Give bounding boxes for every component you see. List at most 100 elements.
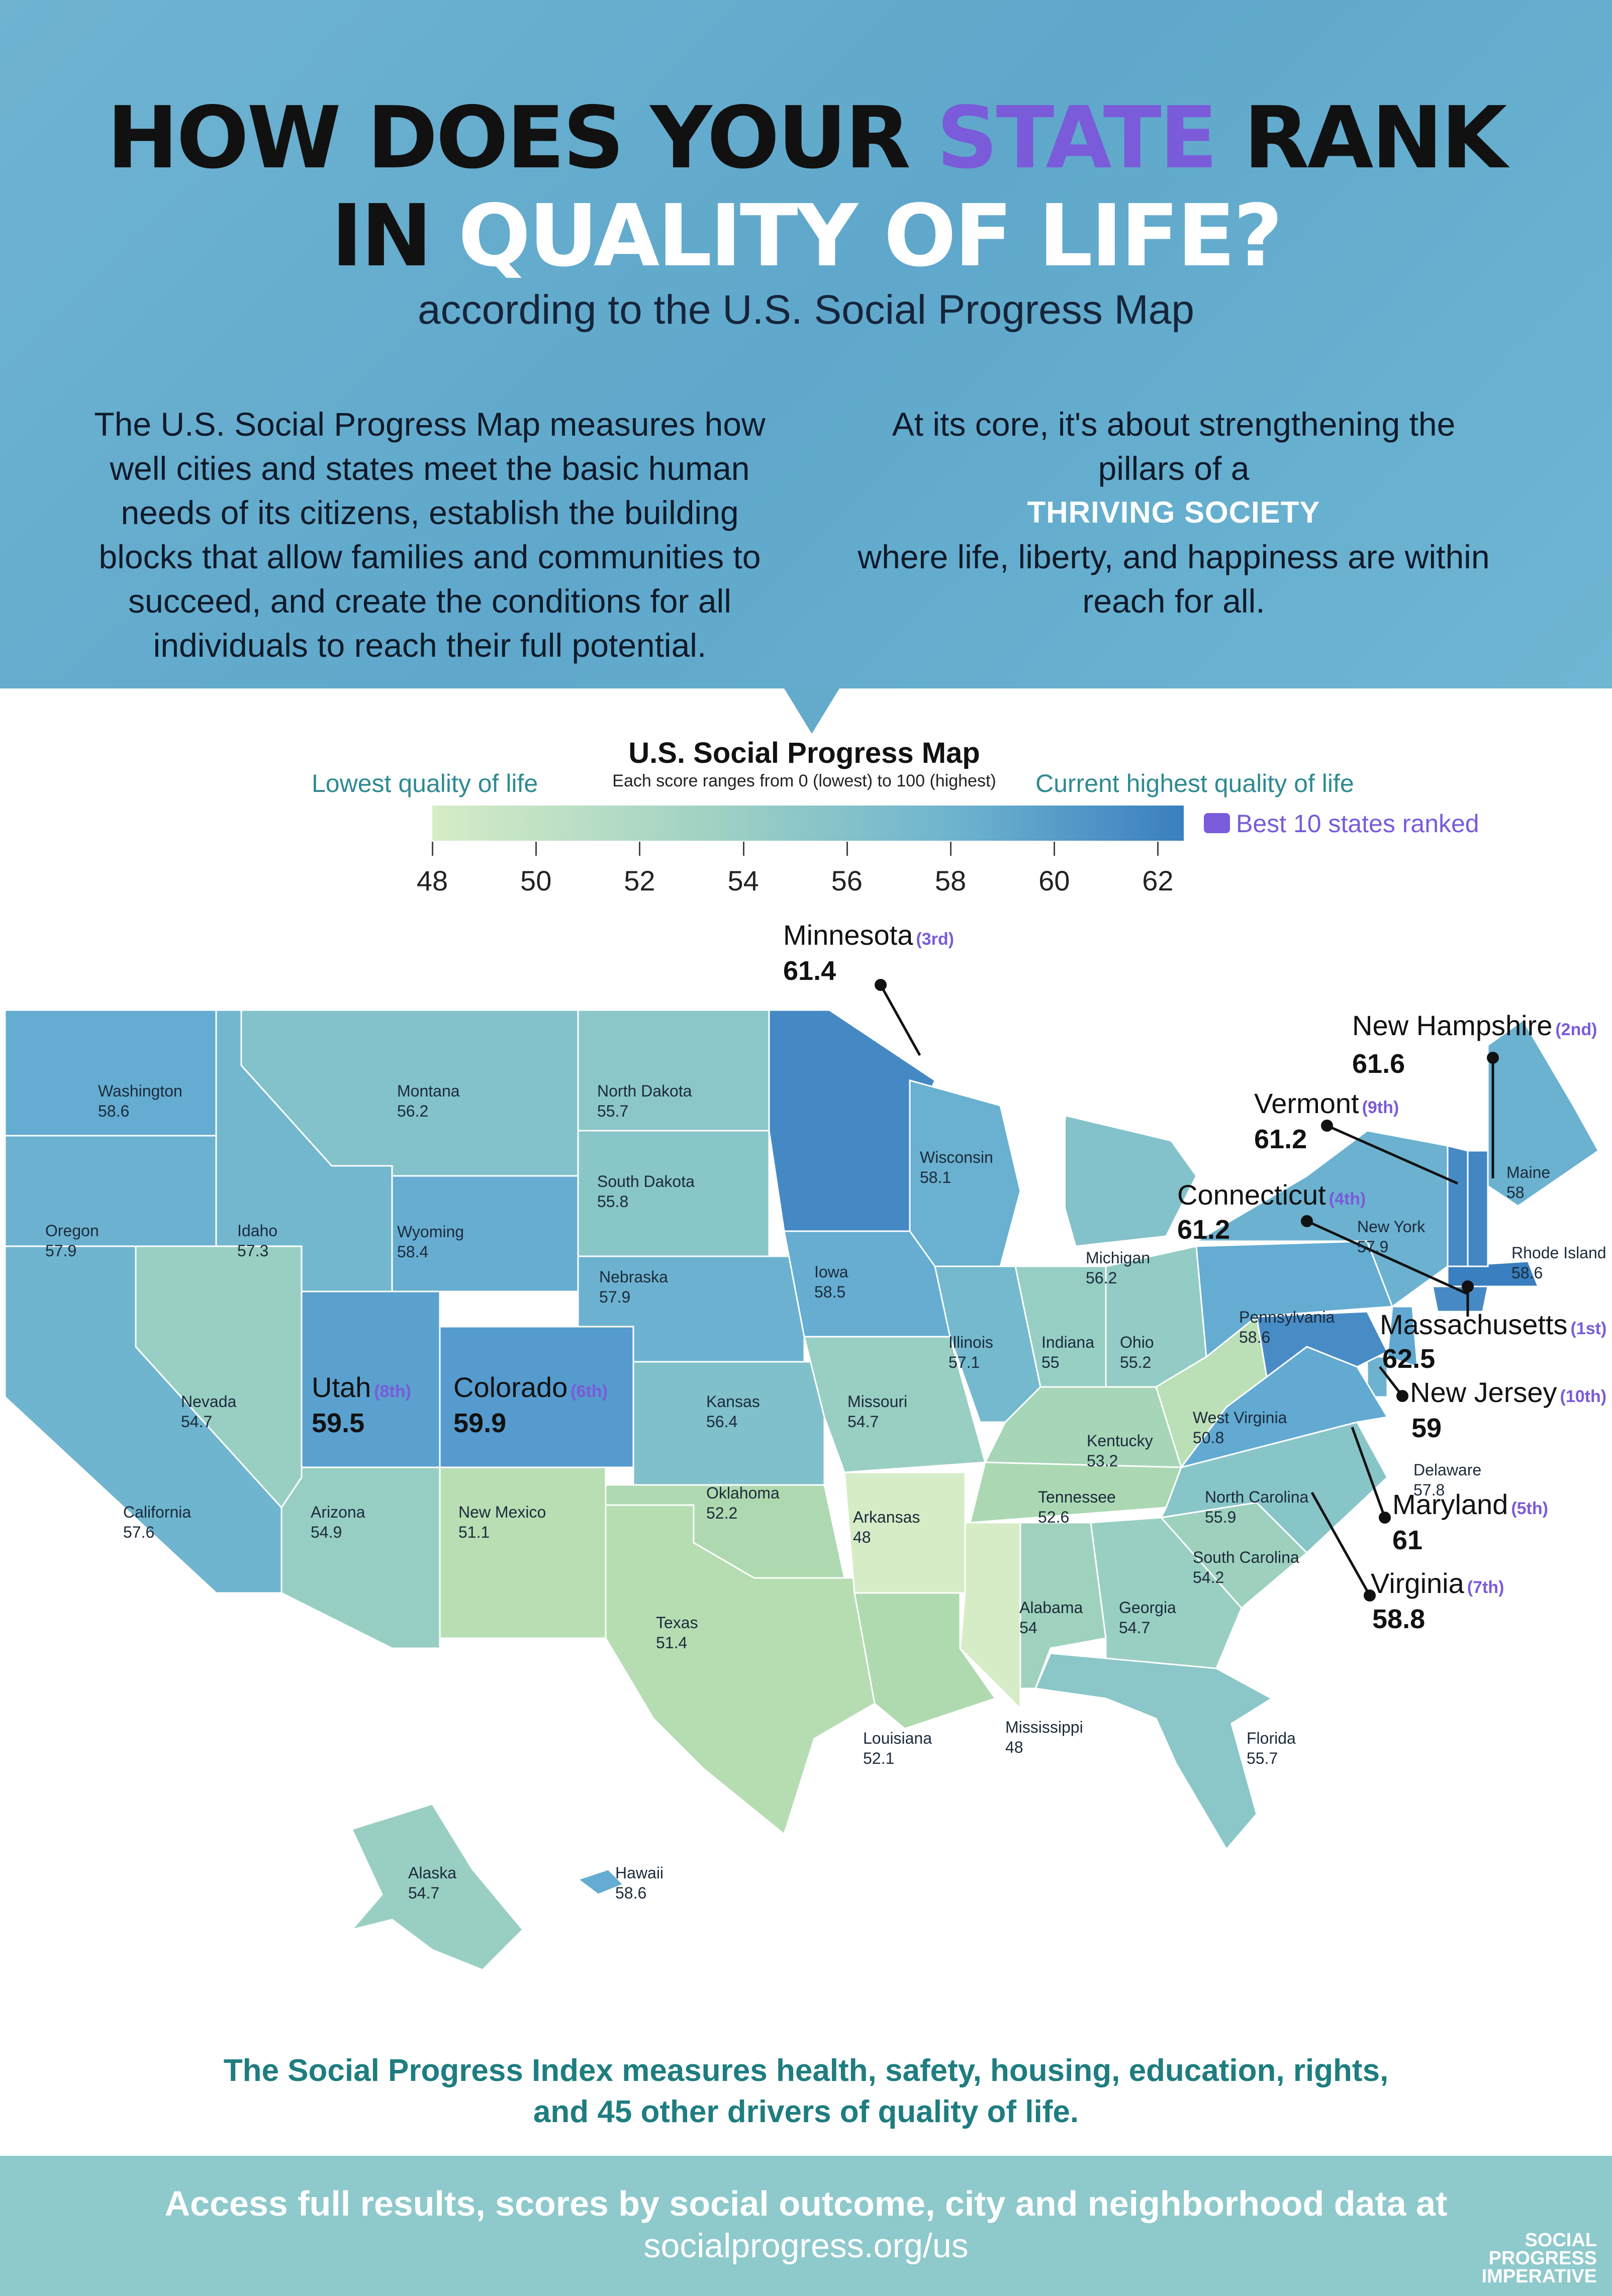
state-name-nevada: Nevada — [181, 1392, 237, 1411]
state-name-washington: Washington — [98, 1082, 182, 1100]
leader-line-maryland — [1351, 1427, 1386, 1518]
social-progress-logo: SOCIAL PROGRESS IMPERATIVE — [1482, 2230, 1597, 2286]
state-score-new-york: 57.9 — [1357, 1238, 1388, 1256]
state-shape-pennsylvania — [1195, 1240, 1394, 1358]
state-score-iowa: 58.5 — [814, 1283, 845, 1301]
state-name-louisiana: Louisiana — [863, 1729, 932, 1747]
state-score-oregon: 57.9 — [45, 1242, 76, 1260]
scale-tick-label: 50 — [520, 865, 552, 896]
top10-score-maryland: 61 — [1392, 1525, 1423, 1555]
color-scale-bar — [432, 806, 1184, 841]
footer-line-1: The Social Progress Index measures healt… — [223, 2053, 1389, 2088]
top10-name-massachusetts: Massachusetts (1st) — [1380, 1309, 1606, 1340]
top10-rank-maryland: (5th) — [1511, 1499, 1548, 1518]
state-name-michigan: Michigan — [1086, 1249, 1150, 1267]
us-state-map: Washington 58.6 Oregon 57.9 California 57.6 Id… — [4, 919, 1606, 1971]
state-score-pennsylvania: 58.6 — [1239, 1328, 1270, 1346]
state-name-oklahoma: Oklahoma — [706, 1484, 780, 1502]
state-name-new-york: New York — [1357, 1218, 1426, 1236]
top10-rank-new-hampshire: (2nd) — [1555, 1020, 1597, 1039]
state-shape-mississippi — [959, 1522, 1021, 1711]
scale-tick-label: 60 — [1038, 865, 1070, 896]
state-name-hawaii: Hawaii — [615, 1864, 663, 1882]
state-name-pennsylvania: Pennsylvania — [1239, 1308, 1335, 1326]
subtitle: according to the U.S. Social Progress Ma… — [417, 287, 1195, 333]
state-score-indiana: 55 — [1041, 1353, 1060, 1371]
access-text: Access full results, scores by social ou… — [164, 2184, 1448, 2223]
top10-rank-connecticut: (4th) — [1329, 1189, 1366, 1209]
top10-score-massachusetts: 62.5 — [1382, 1344, 1435, 1374]
leader-dot-massachusetts — [1462, 1280, 1474, 1292]
scale-tick-label: 56 — [831, 865, 863, 896]
state-score-california: 57.6 — [123, 1523, 154, 1541]
footer-line-2: and 45 other drivers of quality of life. — [533, 2094, 1079, 2129]
intro-right-paragraph: At its core, it's about strengthening th… — [849, 402, 1498, 623]
top10-score-vermont: 61.2 — [1254, 1124, 1307, 1154]
state-name-arizona: Arizona — [311, 1503, 365, 1521]
state-name-missouri: Missouri — [847, 1392, 907, 1411]
state-name-montana: Montana — [397, 1082, 460, 1100]
top10-rank-utah: (8th) — [374, 1382, 411, 1401]
state-shape-oregon — [4, 1135, 217, 1247]
state-name-north-dakota: North Dakota — [597, 1082, 692, 1100]
state-score-alaska: 54.7 — [408, 1884, 439, 1902]
logo-line: PROGRESS — [1488, 2248, 1597, 2269]
state-score-kansas: 56.4 — [706, 1413, 737, 1431]
state-score-montana: 56.2 — [397, 1102, 428, 1120]
state-name-rhode-island: Rhode Island — [1511, 1244, 1606, 1262]
scale-tick-label: 52 — [624, 865, 655, 896]
top10-name-minnesota: Minnesota (3rd) — [783, 919, 954, 951]
headline-text: RANK — [1215, 88, 1507, 188]
top10-score-connecticut: 61.2 — [1177, 1215, 1230, 1245]
scale-tick — [639, 842, 641, 856]
state-name-ohio: Ohio — [1120, 1333, 1154, 1351]
scale-tick — [950, 842, 952, 856]
headline-highlight-state: STATE — [936, 88, 1218, 188]
state-name-alabama: Alabama — [1019, 1599, 1083, 1617]
state-score-texas: 51.4 — [656, 1634, 687, 1652]
state-name-alaska: Alaska — [408, 1864, 456, 1882]
intro-left-paragraph: The U.S. Social Progress Map measures ho… — [94, 406, 766, 664]
state-name-kentucky: Kentucky — [1087, 1432, 1153, 1450]
leader-dot-vermont — [1321, 1120, 1333, 1132]
footer-description: The Social Progress Index measures healt… — [0, 2050, 1612, 2133]
legend-high-label: Current highest quality of life — [1035, 769, 1354, 797]
top10-score-colorado: 59.9 — [453, 1408, 506, 1438]
state-name-california: California — [123, 1503, 191, 1521]
leader-line-virginia — [1310, 1491, 1371, 1596]
top10-score-virginia: 58.8 — [1372, 1604, 1425, 1634]
state-score-wyoming: 58.4 — [397, 1243, 428, 1261]
logo-line: SOCIAL — [1525, 2230, 1597, 2251]
top10-name-new-hampshire: New Hampshire (2nd) — [1352, 1010, 1597, 1041]
leader-dot-minnesota — [875, 979, 887, 991]
legend-note: Each score ranges from 0 (lowest) to 100… — [612, 771, 996, 790]
headline-line-2: IN QUALITY OF LIFE? — [0, 193, 1612, 279]
site-url[interactable]: socialprogress.org/us — [643, 2227, 969, 2265]
state-name-georgia: Georgia — [1119, 1599, 1176, 1617]
state-name-wyoming: Wyoming — [397, 1223, 464, 1241]
state-score-oklahoma: 52.2 — [706, 1504, 737, 1522]
state-shape-massachusetts — [1447, 1260, 1540, 1287]
state-shape-arizona — [280, 1466, 441, 1649]
legend-title: U.S. Social Progress Map — [628, 737, 980, 769]
top10-rank-vermont: (9th) — [1362, 1098, 1399, 1117]
state-name-north-carolina: North Carolina — [1205, 1488, 1309, 1506]
leader-line-vermont — [1326, 1124, 1459, 1185]
state-name-illinois: Illinois — [949, 1333, 993, 1351]
state-score-tennessee: 52.6 — [1038, 1508, 1069, 1526]
state-shape-michigan — [1055, 1115, 1197, 1247]
state-shape-florida — [1034, 1652, 1273, 1851]
state-score-missouri: 54.7 — [847, 1413, 879, 1431]
state-score-south-carolina: 54.2 — [1193, 1568, 1224, 1586]
top10-name-new-jersey: New Jersey (10th) — [1410, 1376, 1606, 1408]
top10-score-minnesota: 61.4 — [783, 956, 836, 986]
state-score-arkansas: 48 — [853, 1528, 871, 1546]
state-name-wisconsin: Wisconsin — [920, 1148, 993, 1166]
leader-dot-new-hampshire — [1487, 1052, 1499, 1064]
legend-low-label: Lowest quality of life — [312, 769, 538, 797]
state-score-washington: 58.6 — [98, 1102, 129, 1120]
state-name-south-dakota: South Dakota — [597, 1172, 695, 1190]
headline-text: HOW DOES YOUR — [107, 88, 937, 188]
state-name-new-mexico: New Mexico — [458, 1503, 546, 1521]
leader-dot-new-jersey — [1396, 1390, 1408, 1402]
